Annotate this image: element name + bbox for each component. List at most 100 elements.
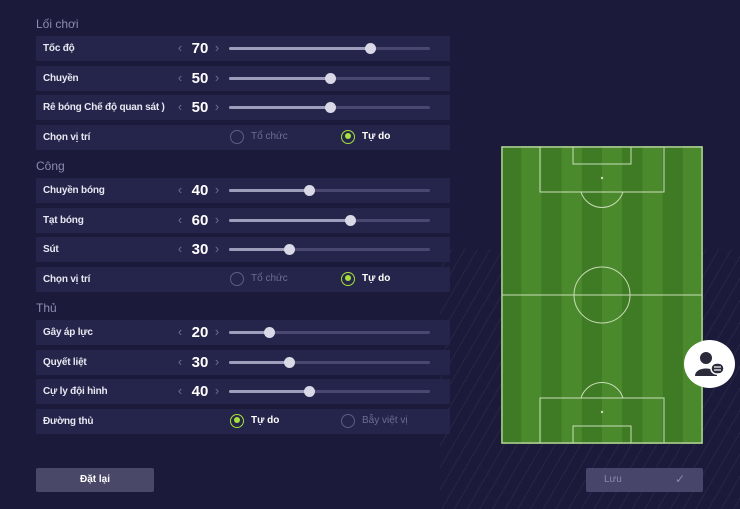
slider-fill <box>229 47 370 50</box>
slider-knob[interactable] <box>324 102 336 113</box>
slider-fill <box>229 390 310 393</box>
slider-track[interactable] <box>229 214 430 226</box>
radio-option-label: Tự do <box>362 273 391 284</box>
reset-button[interactable]: Đặt lại <box>36 468 154 492</box>
slider-row: Chuyền bóng ‹ 40 › <box>36 178 450 203</box>
radio-circle-icon <box>341 413 355 428</box>
decrease-chevron-icon[interactable]: ‹ <box>177 40 183 55</box>
save-button-label: Lưu <box>604 474 622 485</box>
radio-option[interactable]: Bẫy việt vị <box>341 413 408 428</box>
decrease-chevron-icon[interactable]: ‹ <box>177 241 183 256</box>
slider-track[interactable] <box>229 72 430 84</box>
row-label: Rê bóng Chế độ quan sát ) <box>43 102 165 113</box>
increase-chevron-icon[interactable]: › <box>214 211 220 227</box>
tactics-panel: Lối chơi Tốc độ ‹ 70 › Chuyền ‹ 50 › Rê bóng Chế … <box>36 10 450 438</box>
slider-track[interactable] <box>229 356 430 368</box>
slider-value: 50 <box>191 99 209 116</box>
slider-row: Cự ly đội hình ‹ 40 › <box>36 379 450 404</box>
slider-knob[interactable] <box>344 214 356 226</box>
radio-circle-icon <box>230 129 244 144</box>
slider-fill <box>229 360 290 364</box>
section-title: Thủ <box>36 301 57 315</box>
decrease-chevron-icon[interactable]: ‹ <box>177 69 183 85</box>
slider-knob[interactable] <box>284 356 296 368</box>
row-label: Đường thủ <box>43 415 94 427</box>
slider-value: 60 <box>191 211 209 229</box>
radio-option-label: Tự do <box>251 415 280 426</box>
slider-value: 30 <box>191 241 209 258</box>
section-title: Công <box>36 159 65 173</box>
decrease-chevron-icon[interactable]: ‹ <box>177 99 183 114</box>
increase-chevron-icon[interactable]: › <box>214 353 220 369</box>
slider-track[interactable] <box>229 244 430 255</box>
slider-knob[interactable] <box>364 43 376 54</box>
row-label: Chọn vị trí <box>43 131 91 143</box>
slider-row: Chuyền ‹ 50 › <box>36 65 450 91</box>
slider-value: 70 <box>191 40 209 57</box>
radio-circle-icon <box>230 271 244 286</box>
radio-row: Chọn vị trí Tổ chức Tự do <box>36 124 450 150</box>
increase-chevron-icon[interactable]: › <box>214 99 220 114</box>
user-chat-button[interactable] <box>684 340 735 388</box>
section-title: Lối chơi <box>36 17 79 31</box>
slider-row: Tốc độ ‹ 70 › <box>36 36 450 61</box>
radio-row: Đường thủ Tự do Bẫy việt vị <box>36 408 450 434</box>
decrease-chevron-icon[interactable]: ‹ <box>177 182 183 197</box>
radio-option-label: Tổ chức <box>251 273 288 284</box>
slider-fill <box>229 331 270 334</box>
decrease-chevron-icon[interactable]: ‹ <box>177 324 183 339</box>
slider-track[interactable] <box>229 43 430 54</box>
row-label: Tốc độ <box>43 43 75 54</box>
radio-option-label: Bẫy việt vị <box>362 415 408 426</box>
decrease-chevron-icon[interactable]: ‹ <box>177 353 183 369</box>
radio-option-label: Tự do <box>362 131 391 142</box>
row-label: Quyết liệt <box>43 356 87 368</box>
slider-track[interactable] <box>229 327 430 338</box>
slider-row: Tạt bóng ‹ 60 › <box>36 207 450 233</box>
row-label: Chuyền <box>43 72 79 84</box>
slider-fill <box>229 189 310 192</box>
radio-row: Chọn vị trí Tổ chức Tự do <box>36 266 450 292</box>
increase-chevron-icon[interactable]: › <box>214 241 220 256</box>
radio-option[interactable]: Tự do <box>341 129 391 144</box>
radio-option-label: Tổ chức <box>251 131 288 142</box>
save-button[interactable]: Lưu ✓ <box>586 468 703 492</box>
row-label: Sút <box>43 244 59 255</box>
slider-fill <box>229 106 330 109</box>
slider-track[interactable] <box>229 102 430 113</box>
increase-chevron-icon[interactable]: › <box>214 69 220 85</box>
radio-circle-icon <box>341 129 355 144</box>
radio-option[interactable]: Tự do <box>230 413 280 428</box>
slider-knob[interactable] <box>304 386 316 397</box>
slider-knob[interactable] <box>304 185 316 196</box>
radio-option[interactable]: Tự do <box>341 271 391 286</box>
slider-value: 40 <box>191 182 209 199</box>
radio-option[interactable]: Tổ chức <box>230 129 288 144</box>
slider-track[interactable] <box>229 185 430 196</box>
slider-value: 20 <box>191 324 209 341</box>
slider-knob[interactable] <box>324 72 336 84</box>
row-label: Chuyền bóng <box>43 185 105 196</box>
decrease-chevron-icon[interactable]: ‹ <box>177 211 183 227</box>
radio-circle-icon <box>230 413 244 428</box>
increase-chevron-icon[interactable]: › <box>214 383 220 398</box>
slider-value: 30 <box>191 353 209 371</box>
football-pitch <box>501 146 703 444</box>
decrease-chevron-icon[interactable]: ‹ <box>177 383 183 398</box>
increase-chevron-icon[interactable]: › <box>214 40 220 55</box>
radio-circle-icon <box>341 271 355 286</box>
slider-knob[interactable] <box>264 327 276 338</box>
slider-track[interactable] <box>229 386 430 397</box>
radio-option[interactable]: Tổ chức <box>230 271 288 286</box>
row-label: Chọn vị trí <box>43 273 91 285</box>
slider-value: 50 <box>191 69 209 87</box>
increase-chevron-icon[interactable]: › <box>214 324 220 339</box>
row-label: Cự ly đội hình <box>43 386 108 397</box>
slider-row: Quyết liệt ‹ 30 › <box>36 349 450 375</box>
check-icon: ✓ <box>674 472 685 486</box>
slider-fill <box>229 76 330 80</box>
increase-chevron-icon[interactable]: › <box>214 182 220 197</box>
slider-knob[interactable] <box>284 244 296 255</box>
slider-fill <box>229 218 350 222</box>
row-label: Gây áp lực <box>43 327 93 338</box>
